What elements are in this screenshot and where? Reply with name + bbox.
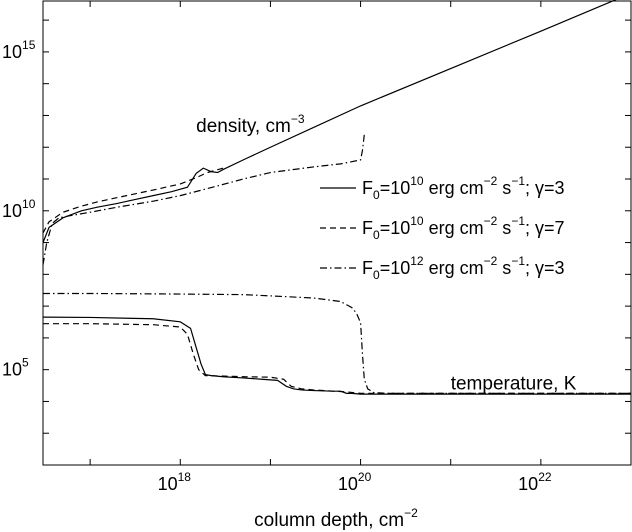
legend-exp3: −1 — [511, 254, 525, 268]
x-tick-exp: 22 — [538, 470, 552, 484]
legend-entry: F0=1010 erg cm−2 s−1; γ=7 — [362, 214, 565, 242]
legend-exp3: −1 — [511, 174, 525, 188]
annotation-text: density, cm — [196, 116, 291, 137]
annotation-text: temperature, K — [451, 373, 577, 394]
annotation-exp: −3 — [291, 112, 305, 126]
legend-c: ; γ=3 — [525, 258, 565, 278]
x-tick-label: 1018 — [158, 470, 192, 494]
legend-a: erg cm — [424, 258, 484, 278]
x-axis-label-text: column depth, cm — [254, 510, 404, 531]
series-line-1-density — [42, 0, 617, 243]
y-tick-exp: 15 — [22, 38, 36, 52]
legend-mid: =10 — [380, 218, 411, 238]
x-tick-base: 10 — [338, 474, 358, 494]
series-line-3-temperature — [43, 292, 631, 394]
legend-exp1: 10 — [410, 174, 424, 188]
y-tick-base: 10 — [2, 360, 22, 380]
legend-mid: =10 — [380, 178, 411, 198]
legend-b: s — [497, 178, 511, 198]
annotation-1: density, cm−3 — [196, 112, 305, 137]
legend-f: F — [362, 218, 373, 238]
annotations: density, cm−3 temperature, K — [196, 112, 577, 394]
legend-entry: F0=1010 erg cm−2 s−1; γ=3 — [362, 174, 565, 202]
legend-c: ; γ=7 — [525, 218, 565, 238]
x-tick-base: 10 — [518, 474, 538, 494]
legend-f: F — [362, 178, 373, 198]
y-tick-base: 10 — [2, 42, 22, 62]
y-tick-exp: 5 — [22, 356, 29, 370]
x-tick-exp: 18 — [178, 470, 192, 484]
series-line-3-density — [42, 134, 365, 265]
legend-b: s — [497, 218, 511, 238]
series-line-2-temperature — [43, 323, 631, 394]
legend-exp2: −2 — [484, 214, 498, 228]
series-group — [42, 0, 631, 395]
legend-f: F — [362, 258, 373, 278]
y-tick-base: 10 — [2, 201, 22, 221]
y-tick-label: 105 — [2, 356, 29, 380]
legend: F0=1010 erg cm−2 s−1; γ=3F0=1010 erg cm−… — [320, 174, 565, 282]
legend-sub: 0 — [373, 228, 380, 242]
y-tick-exp: 10 — [22, 197, 36, 211]
series-line-1-temperature — [42, 316, 631, 395]
legend-c: ; γ=3 — [525, 178, 565, 198]
annotation-2: temperature, K — [451, 373, 577, 394]
x-tick-label: 1022 — [518, 470, 552, 494]
legend-sub: 0 — [373, 188, 380, 202]
y-tick-label: 1010 — [2, 197, 36, 221]
x-axis-label: column depth, cm−2 — [254, 506, 418, 531]
x-axis-label-exp: −2 — [404, 506, 418, 520]
x-tick-label: 1020 — [338, 470, 372, 494]
legend-exp1: 10 — [410, 214, 424, 228]
series-line-2-density — [42, 167, 224, 234]
legend-b: s — [497, 258, 511, 278]
legend-exp3: −1 — [511, 214, 525, 228]
legend-sub: 0 — [373, 268, 380, 282]
legend-mid: =10 — [380, 258, 411, 278]
plot-frame — [42, 0, 632, 466]
legend-exp1: 12 — [410, 254, 424, 268]
x-tick-exp: 20 — [358, 470, 372, 484]
legend-exp2: −2 — [484, 174, 498, 188]
x-tick-base: 10 — [158, 474, 178, 494]
y-tick-label: 1015 — [2, 38, 36, 62]
legend-exp2: −2 — [484, 254, 498, 268]
legend-a: erg cm — [424, 178, 484, 198]
legend-entry: F0=1012 erg cm−2 s−1; γ=3 — [362, 254, 565, 282]
legend-a: erg cm — [424, 218, 484, 238]
